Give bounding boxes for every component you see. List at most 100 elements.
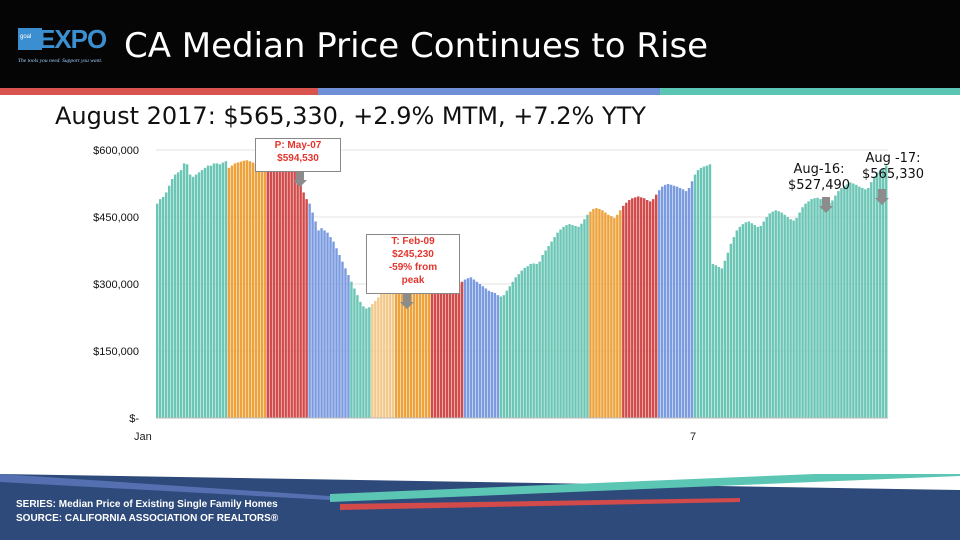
bar-7: [176, 172, 180, 418]
bar-19: [212, 163, 216, 418]
trough-callout-line-4: peak: [401, 275, 425, 286]
aug16-arrow-icon: [819, 197, 833, 213]
source-note: SERIES: Median Price of Existing Single …: [16, 498, 278, 526]
trough-callout: T: Feb-09 $245,230 -59% from peak: [366, 234, 460, 294]
bar-89: [421, 277, 425, 418]
bar-221: [816, 197, 819, 418]
bar-12: [191, 176, 195, 418]
bar-172: [669, 184, 673, 418]
bar-112: [490, 292, 494, 418]
bar-162: [640, 197, 643, 418]
footer-red-stripe: [340, 498, 740, 510]
bar-39: [272, 165, 275, 418]
bar-186: [711, 263, 715, 418]
bar-52: [311, 212, 314, 418]
peak-arrow-icon: [293, 171, 307, 187]
bar-142: [580, 223, 583, 418]
bar-80: [395, 284, 398, 418]
header-stripe-teal: [660, 88, 960, 95]
bar-94: [436, 270, 440, 418]
bar-18: [209, 165, 213, 418]
bar-171: [666, 183, 670, 418]
aug17-annotation-line-1: Aug -17:: [865, 151, 921, 166]
bar-130: [544, 250, 547, 418]
bar-43: [284, 154, 287, 418]
bar-156: [622, 205, 625, 418]
bar-10: [185, 164, 189, 418]
bar-229: [840, 187, 843, 418]
bar-158: [628, 200, 631, 418]
bar-144: [586, 214, 589, 418]
bar-168: [657, 190, 661, 418]
bar-243: [882, 168, 885, 418]
bar-102: [460, 281, 464, 418]
bar-21: [218, 164, 222, 418]
bar-170: [663, 184, 667, 418]
bar-70: [365, 308, 368, 418]
bar-236: [861, 187, 864, 418]
bar-88: [418, 279, 422, 418]
bar-79: [392, 285, 395, 418]
bar-228: [837, 191, 840, 418]
trough-callout-line-1: T: Feb-09: [391, 236, 435, 247]
bar-187: [714, 265, 718, 418]
bar-36: [263, 170, 267, 418]
bar-105: [469, 277, 473, 418]
bar-143: [583, 219, 586, 418]
bar-176: [681, 189, 685, 418]
bar-201: [756, 226, 759, 418]
bar-78: [389, 286, 392, 418]
bar-238: [867, 187, 870, 418]
bar-42: [281, 152, 284, 418]
bar-128: [538, 261, 541, 418]
bar-212: [789, 219, 792, 418]
bar-67: [356, 295, 359, 418]
bar-30: [245, 160, 249, 418]
header-stripe-blue: [318, 88, 660, 95]
bar-165: [648, 201, 652, 418]
bar-29: [242, 160, 246, 418]
bar-166: [651, 199, 655, 418]
bar-103: [463, 279, 467, 418]
bar-20: [215, 163, 219, 418]
bar-16: [203, 167, 207, 418]
bar-50: [305, 199, 308, 418]
bar-83: [403, 282, 407, 418]
bar-109: [481, 286, 485, 418]
bar-157: [625, 202, 628, 418]
bar-0: [156, 203, 159, 418]
bar-2: [161, 196, 165, 418]
bar-213: [792, 220, 795, 418]
source-line: SOURCE: CALIFORNIA ASSOCIATION OF REALTO…: [16, 513, 279, 524]
bar-150: [604, 212, 607, 418]
bar-192: [729, 243, 733, 418]
header-stripe-red: [0, 88, 318, 95]
bar-59: [332, 241, 335, 418]
trough-callout-line-3: -59% from: [388, 262, 438, 273]
bar-197: [744, 222, 748, 418]
bar-127: [535, 263, 538, 418]
bar-134: [556, 232, 559, 418]
bar-44: [287, 156, 290, 418]
bar-120: [514, 277, 517, 418]
bar-179: [690, 181, 694, 418]
bar-91: [427, 272, 431, 418]
bar-95: [439, 272, 443, 418]
bar-208: [777, 211, 780, 418]
bar-160: [634, 197, 637, 418]
y-tick-label: $150,000: [93, 346, 139, 358]
bar-159: [631, 198, 634, 418]
y-tick-label: $600,000: [93, 145, 139, 157]
bar-211: [786, 217, 789, 418]
bar-164: [645, 200, 649, 418]
bar-182: [699, 167, 703, 418]
bar-138: [568, 224, 571, 418]
bar-242: [879, 170, 882, 418]
bar-152: [610, 216, 613, 418]
bar-51: [308, 203, 311, 418]
bar-22: [221, 162, 225, 418]
bar-137: [565, 225, 568, 418]
chart-x-axis: Jan 7: [134, 417, 888, 443]
bar-147: [595, 208, 598, 418]
bar-155: [619, 210, 622, 418]
